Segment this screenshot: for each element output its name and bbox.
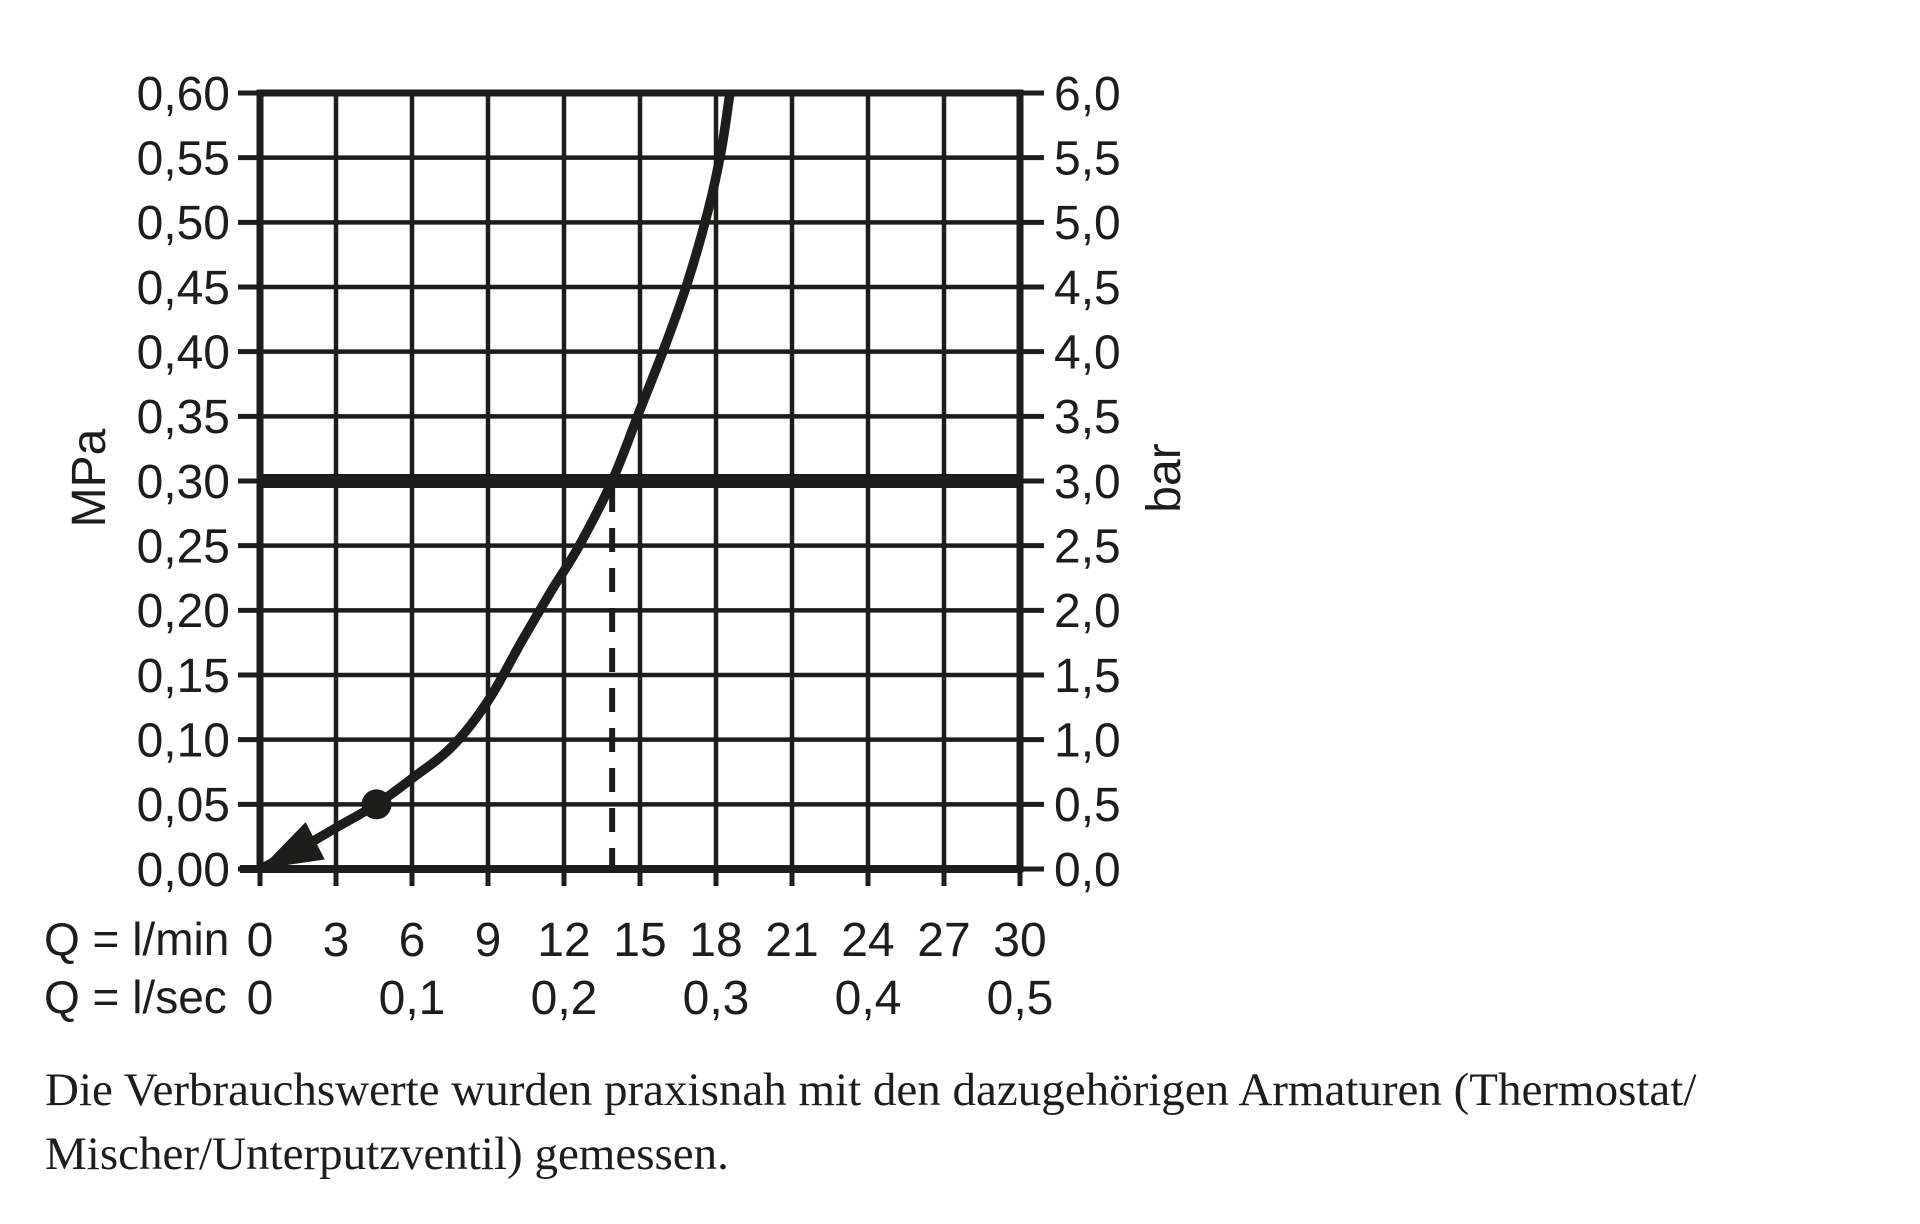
- y-right-tick-label: 2,5: [1054, 520, 1121, 573]
- x-lmin-tick-label: 18: [689, 914, 742, 967]
- x-lmin-tick-label: 12: [537, 914, 590, 967]
- y-right-tick-label: 0,0: [1054, 844, 1121, 897]
- y-left-tick-label: 0,15: [137, 650, 230, 703]
- x-lmin-tick-label: 9: [475, 914, 502, 967]
- x-lsec-tick-label: 0,1: [379, 972, 446, 1025]
- y-right-tick-label: 0,5: [1054, 779, 1121, 832]
- x-lsec-tick-label: 0,5: [987, 972, 1054, 1025]
- x-lmin-tick-label: 30: [993, 914, 1046, 967]
- flow-pressure-chart: 0,60 0,55 0,50 0,45 0,40 0,35 0,30 0,25 0,20 0,15…: [44, 68, 1191, 1025]
- y-left-tick-label: 0,40: [137, 326, 230, 379]
- y-right-unit-label: bar: [1138, 443, 1191, 512]
- y-left-tick-label: 0,50: [137, 197, 230, 250]
- y-left-tick-label: 0,35: [137, 391, 230, 444]
- y-left-tick-label: 0,00: [137, 844, 230, 897]
- y-right-tick-label: 3,5: [1054, 391, 1121, 444]
- y-right-tick-label: 6,0: [1054, 68, 1121, 121]
- x-lmin-tick-label: 15: [613, 914, 666, 967]
- y-right-tick-label: 4,5: [1054, 262, 1121, 315]
- x-lsec-tick-label: 0,4: [835, 972, 902, 1025]
- x-lmin-tick-label: 24: [841, 914, 894, 967]
- caption-line2: Mischer/Unterputzventil) gemessen.: [45, 1128, 729, 1180]
- x-lsec-tick-label: 0: [247, 972, 274, 1025]
- x-axis-row2-label: Q = l/sec: [44, 971, 227, 1023]
- y-left-unit-label: MPa: [63, 428, 116, 527]
- y-left-tick-label: 0,10: [137, 714, 230, 767]
- x-lmin-tick-label: 6: [399, 914, 426, 967]
- caption-line1: Die Verbrauchswerte wurden praxisnah mit…: [45, 1064, 1697, 1116]
- y-right-tick-label: 1,0: [1054, 714, 1121, 767]
- y-right-tick-label: 2,0: [1054, 585, 1121, 638]
- y-left-tick-label: 0,25: [137, 520, 230, 573]
- x-lsec-tick-label: 0,2: [531, 972, 598, 1025]
- curve-origin-arrowhead: [260, 822, 325, 869]
- x-lmin-tick-label: 0: [247, 914, 274, 967]
- x-axis-row1-label: Q = l/min: [44, 913, 229, 965]
- flow-pressure-diagram: 0,600,550,500,450,400,350,300,250,200,15…: [44, 68, 1191, 1025]
- y-right-tick-label: 1,5: [1054, 650, 1121, 703]
- y-right-tick-label: 5,5: [1054, 132, 1121, 185]
- x-lmin-tick-label: 21: [765, 914, 818, 967]
- y-left-tick-label: 0,55: [137, 132, 230, 185]
- x-lmin-tick-label: 3: [323, 914, 350, 967]
- y-left-tick-label: 0,30: [137, 456, 230, 509]
- y-left-tick-label: 0,60: [137, 68, 230, 121]
- curve-marker-dot: [361, 789, 392, 820]
- y-left-tick-label: 0,45: [137, 262, 230, 315]
- y-right-tick-label: 3,0: [1054, 456, 1121, 509]
- x-lsec-tick-label: 0,3: [683, 972, 750, 1025]
- y-right-tick-label: 5,0: [1054, 197, 1121, 250]
- caption: Die Verbrauchswerte wurden praxisnah mit…: [45, 1058, 1845, 1186]
- x-lmin-tick-label: 27: [917, 914, 970, 967]
- reference-line-3bar: [260, 474, 1020, 488]
- y-left-tick-label: 0,05: [137, 779, 230, 832]
- y-right-tick-label: 4,0: [1054, 326, 1121, 379]
- y-left-tick-label: 0,20: [137, 585, 230, 638]
